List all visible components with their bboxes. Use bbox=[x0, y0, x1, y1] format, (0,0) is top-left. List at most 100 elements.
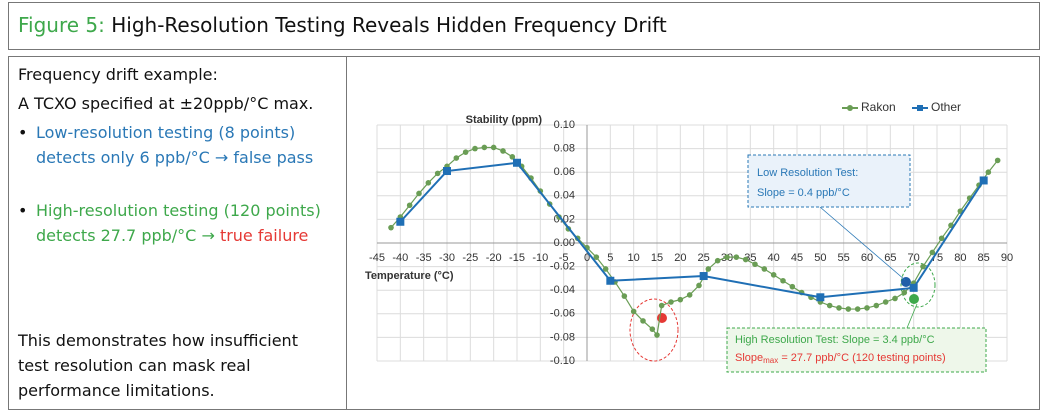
y-tick-label: -0.08 bbox=[550, 331, 575, 343]
annotation-text: Low Resolution Test: bbox=[757, 167, 858, 179]
data-marker bbox=[453, 155, 460, 161]
annotation-text: High Resolution Test: Slope = 3.4 ppb/°C bbox=[735, 334, 935, 346]
x-tick-label: 25 bbox=[698, 252, 710, 264]
legend-marker bbox=[847, 105, 853, 111]
data-marker bbox=[816, 293, 825, 302]
divider bbox=[346, 56, 347, 410]
y-tick-label: -0.06 bbox=[550, 308, 575, 320]
data-marker bbox=[901, 289, 908, 296]
x-tick-label: -10 bbox=[532, 252, 548, 264]
data-marker bbox=[882, 299, 889, 305]
header: Figure 5: High-Resolution Testing Reveal… bbox=[18, 12, 667, 38]
x-tick-label: 65 bbox=[884, 252, 896, 264]
highlight-dot bbox=[901, 277, 911, 287]
data-marker bbox=[705, 266, 712, 272]
annotation-box bbox=[726, 327, 987, 373]
data-marker bbox=[472, 145, 478, 152]
data-marker bbox=[873, 302, 880, 309]
data-marker bbox=[388, 224, 394, 231]
x-tick-label: 0 bbox=[584, 252, 590, 264]
legend-label: Rakon bbox=[861, 100, 896, 114]
data-marker bbox=[640, 318, 646, 324]
x-tick-label: 80 bbox=[954, 252, 966, 264]
data-marker bbox=[416, 190, 422, 197]
data-marker bbox=[630, 308, 637, 315]
data-marker bbox=[509, 154, 516, 160]
data-marker bbox=[699, 272, 708, 281]
data-marker bbox=[658, 302, 665, 309]
x-tick-label: 45 bbox=[791, 252, 803, 264]
data-marker bbox=[742, 256, 749, 263]
data-marker bbox=[714, 257, 721, 264]
x-axis-label: Temperature (°C) bbox=[365, 270, 454, 282]
highlight-ellipse bbox=[629, 298, 679, 362]
annotation-text: = 27.7 ppb/°C (120 testing points) bbox=[778, 352, 945, 364]
data-marker bbox=[985, 169, 992, 175]
y-tick-label: 0.00 bbox=[554, 237, 575, 249]
data-marker bbox=[513, 158, 521, 167]
data-marker bbox=[733, 254, 740, 260]
leader-line bbox=[906, 303, 918, 329]
y-tick-label: -0.04 bbox=[550, 284, 575, 296]
y-tick-label: 0.04 bbox=[554, 190, 575, 202]
bullet-highlight: true failure bbox=[219, 226, 309, 245]
bullet: Low-resolution testing (8 points) detect… bbox=[36, 123, 314, 167]
data-marker bbox=[602, 266, 609, 272]
data-marker bbox=[929, 249, 936, 256]
bullet-dot: • bbox=[18, 201, 28, 220]
data-marker bbox=[621, 293, 628, 299]
data-marker bbox=[481, 144, 488, 151]
x-tick-label: -15 bbox=[509, 252, 525, 264]
annotation-text: Slopemax = 27.7 ppb/°C (120 testing poin… bbox=[735, 352, 946, 365]
annotation-box bbox=[747, 154, 911, 208]
header-box bbox=[8, 2, 1040, 50]
x-tick-label: 20 bbox=[674, 252, 686, 264]
bullet-dot: • bbox=[18, 123, 28, 142]
annotation-subscript: max bbox=[763, 356, 778, 365]
x-tick-label: -5 bbox=[559, 252, 569, 264]
highlight-dot bbox=[909, 294, 919, 304]
data-marker bbox=[845, 306, 852, 312]
x-tick-label: 50 bbox=[814, 252, 826, 264]
data-marker bbox=[854, 306, 861, 312]
x-tick-label: 75 bbox=[931, 252, 943, 264]
annotation-text: Slope = 0.4 ppb/°C bbox=[757, 187, 850, 199]
data-marker bbox=[836, 305, 842, 311]
data-marker bbox=[462, 149, 469, 155]
data-marker bbox=[500, 148, 506, 154]
y-tick-label: -0.02 bbox=[550, 261, 575, 273]
data-marker bbox=[677, 296, 684, 303]
data-marker bbox=[724, 254, 730, 260]
bullet-text: High-resolution testing (120 points) det… bbox=[36, 201, 321, 245]
data-marker bbox=[909, 283, 918, 292]
x-tick-label: -30 bbox=[439, 252, 455, 264]
x-tick-label: 10 bbox=[628, 252, 640, 264]
data-marker bbox=[770, 272, 777, 278]
data-marker bbox=[761, 266, 768, 272]
data-marker bbox=[780, 277, 786, 284]
x-tick-label: 55 bbox=[838, 252, 850, 264]
data-marker bbox=[752, 261, 758, 268]
legend-label: Other bbox=[931, 100, 961, 114]
data-marker bbox=[425, 180, 432, 186]
data-marker bbox=[649, 326, 656, 332]
data-marker bbox=[826, 302, 833, 309]
annotation-text: Slope bbox=[735, 352, 763, 364]
data-marker bbox=[979, 176, 988, 185]
intro: Frequency drift example: bbox=[18, 65, 218, 84]
conclusion: This demonstrates how insufficient test … bbox=[18, 331, 298, 400]
data-marker bbox=[396, 217, 405, 226]
x-tick-label: 70 bbox=[908, 252, 920, 264]
data-marker bbox=[654, 332, 660, 338]
data-marker bbox=[490, 144, 497, 151]
figure-label: Figure 5: bbox=[18, 13, 105, 37]
y-tick-label: -0.10 bbox=[550, 355, 575, 367]
data-marker bbox=[789, 283, 796, 290]
data-marker bbox=[606, 276, 615, 285]
x-tick-label: 5 bbox=[607, 252, 613, 264]
data-marker bbox=[994, 157, 1001, 164]
x-tick-label: 15 bbox=[651, 252, 663, 264]
data-marker bbox=[920, 263, 926, 270]
highlight-dot bbox=[657, 313, 667, 323]
spec: A TCXO specified at ±20ppb/°C max. bbox=[18, 94, 314, 113]
